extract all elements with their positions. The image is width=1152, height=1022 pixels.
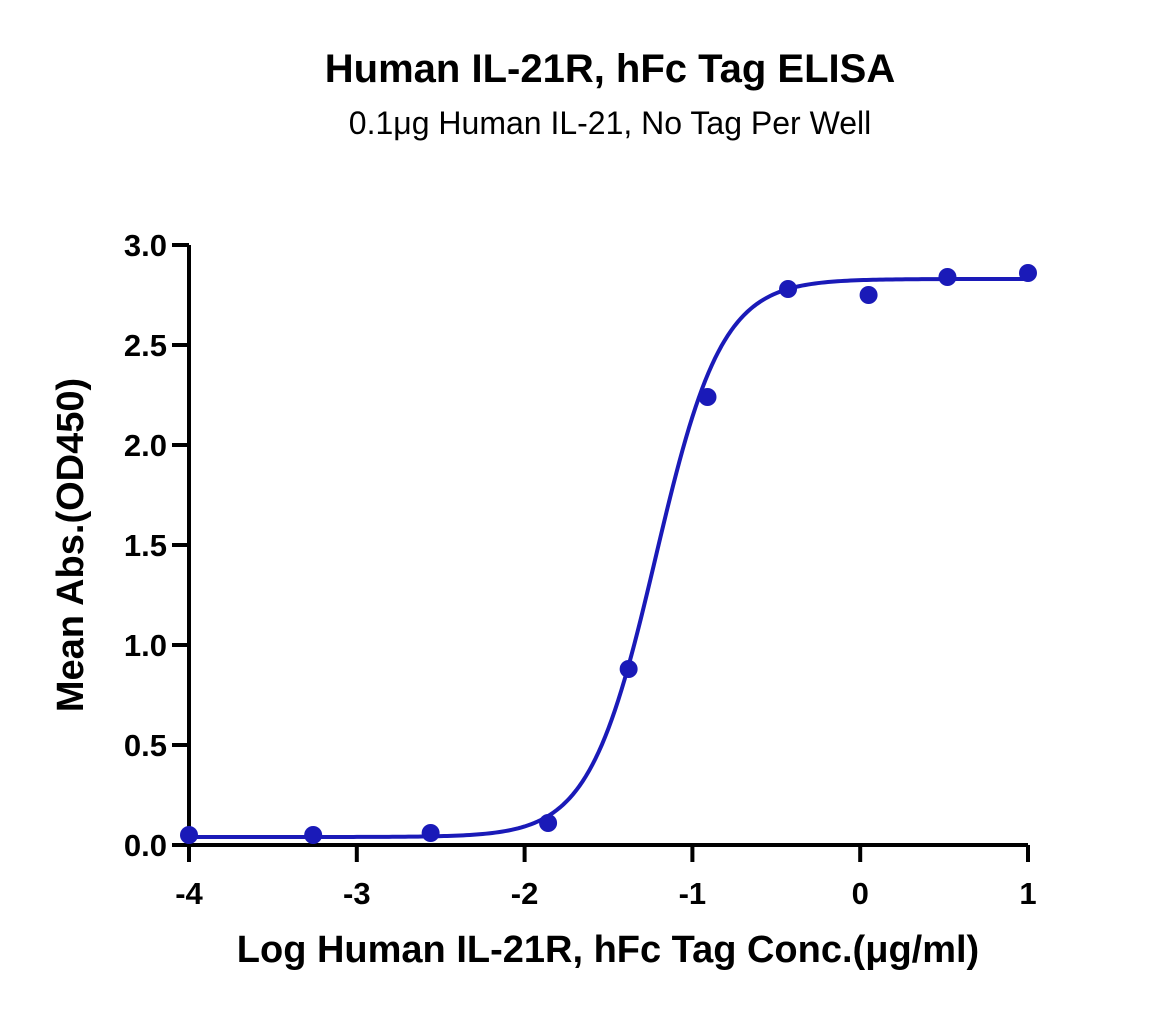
y-tick-label: 1.0 xyxy=(124,628,167,663)
data-point xyxy=(539,814,558,832)
ticks: 0.0 0.5 1.0 1.5 2.0 2.5 3.0 -4 -3 -2 -1 0 1 xyxy=(124,228,1037,911)
data-point xyxy=(698,388,717,406)
x-tick-label: -1 xyxy=(679,876,707,911)
x-tick-label: -3 xyxy=(343,876,371,911)
x-tick-label: 1 xyxy=(1019,876,1036,911)
x-tick-label: 0 xyxy=(852,876,869,911)
data-point xyxy=(779,280,798,298)
fit-curve xyxy=(189,277,1028,839)
y-tick-label: 3.0 xyxy=(124,228,167,263)
data-point xyxy=(304,826,323,844)
y-axis-label: Mean Abs.(OD450) xyxy=(50,378,92,712)
data-point xyxy=(619,660,638,678)
axes xyxy=(187,245,1028,847)
y-tick-label: 2.0 xyxy=(124,428,167,463)
y-tick-label: 0.5 xyxy=(124,728,167,763)
x-axis-label: Log Human IL-21R, hFc Tag Conc.(μg/ml) xyxy=(237,929,979,971)
y-tick-label: 1.5 xyxy=(124,528,167,563)
y-tick-label: 2.5 xyxy=(124,328,167,363)
chart-subtitle: 0.1μg Human IL-21, No Tag Per Well xyxy=(349,105,871,141)
data-point xyxy=(859,286,878,304)
y-tick-label: 0.0 xyxy=(124,828,167,863)
data-point xyxy=(180,826,198,844)
data-point xyxy=(938,268,957,286)
chart-title: Human IL-21R, hFc Tag ELISA xyxy=(325,47,895,91)
x-tick-label: -4 xyxy=(175,876,203,911)
data-point xyxy=(421,824,440,842)
x-tick-label: -2 xyxy=(511,876,539,911)
data-point xyxy=(1019,264,1037,282)
data-points xyxy=(180,264,1037,844)
